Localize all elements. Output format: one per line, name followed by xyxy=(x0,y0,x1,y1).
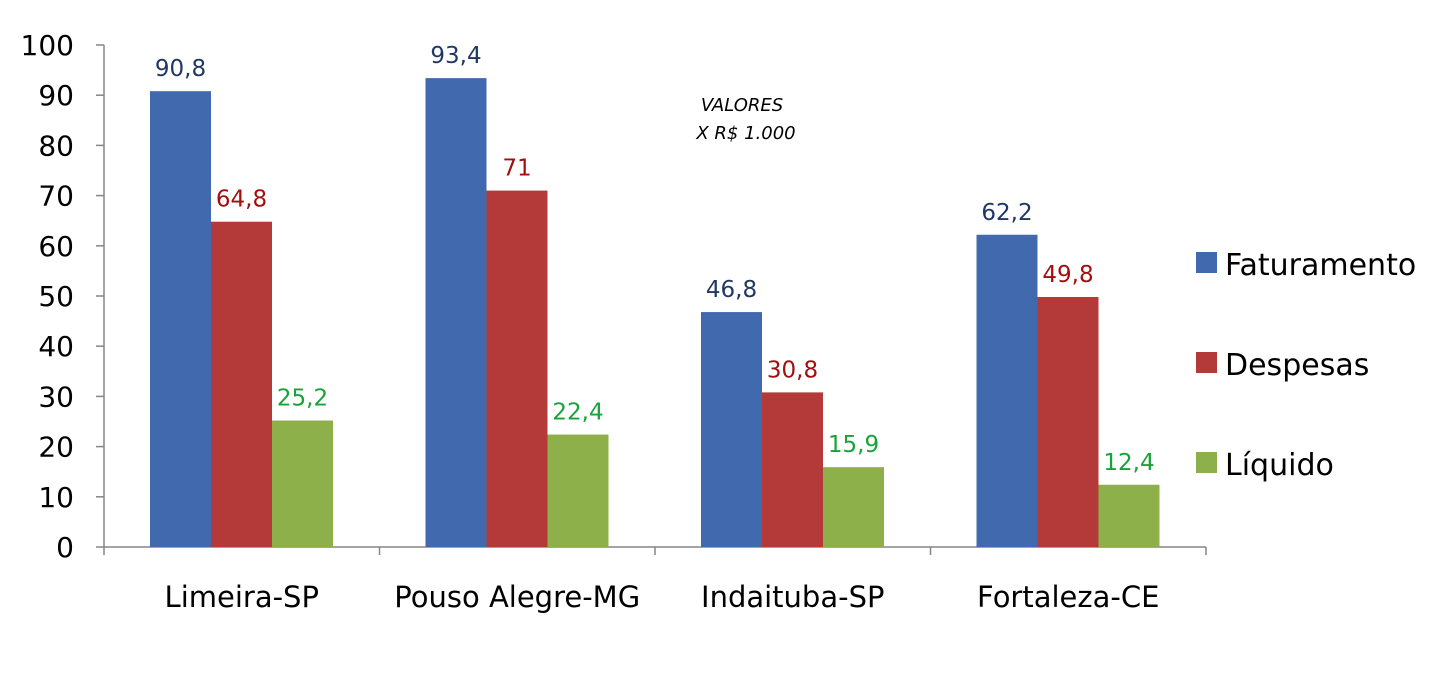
legend-swatch xyxy=(1196,352,1217,373)
data-label: 49,8 xyxy=(1042,262,1093,288)
data-label: 12,4 xyxy=(1103,450,1154,476)
category-label: Indaituba-SP xyxy=(701,580,884,614)
bar-faturamento-3 xyxy=(976,234,1038,548)
data-label: 93,4 xyxy=(430,43,481,69)
data-label: 90,8 xyxy=(155,56,206,82)
annotation-line-2: X R$ 1.000 xyxy=(695,123,795,144)
bar-faturamento-0 xyxy=(150,91,211,548)
data-label: 71 xyxy=(502,156,531,182)
y-tick-label: 60 xyxy=(38,230,74,263)
data-label: 22,4 xyxy=(552,400,603,426)
y-tick-label: 40 xyxy=(38,330,74,363)
category-label: Fortaleza-CE xyxy=(977,580,1159,614)
bar-despesas-2 xyxy=(762,392,823,547)
y-axis-ticks: 0 10 20 30 40 50 60 70 80 90 100 xyxy=(21,29,104,564)
legend-swatch xyxy=(1196,252,1217,273)
y-tick-label: 70 xyxy=(38,180,74,213)
bar-faturamento-1 xyxy=(425,78,487,548)
y-tick-label: 0 xyxy=(56,531,74,564)
category-label: Limeira-SP xyxy=(165,580,319,614)
bar-l-quido-2 xyxy=(823,467,884,547)
data-label: 62,2 xyxy=(981,200,1032,226)
y-tick-label: 20 xyxy=(38,431,74,464)
bar-l-quido-3 xyxy=(1098,484,1160,547)
y-tick-label: 30 xyxy=(38,380,74,413)
y-tick-label: 90 xyxy=(38,79,74,112)
bars xyxy=(150,78,1160,548)
legend-swatch xyxy=(1196,452,1217,473)
data-label: 30,8 xyxy=(767,357,818,383)
bar-despesas-0 xyxy=(211,221,272,548)
data-label: 15,9 xyxy=(828,432,879,458)
bar-despesas-1 xyxy=(486,190,548,547)
data-labels: 90,8 93,4 46,8 62,2 64,8 71 30,8 49,8 25,2 22,4 15… xyxy=(155,43,1155,476)
legend-label: Despesas xyxy=(1225,348,1369,383)
bar-despesas-3 xyxy=(1037,297,1099,547)
data-label: 46,8 xyxy=(706,277,757,303)
y-tick-label: 100 xyxy=(21,29,74,62)
y-tick-label: 50 xyxy=(38,280,74,313)
bar-faturamento-2 xyxy=(701,312,762,547)
category-labels: Limeira-SP Pouso Alegre-MG Indaituba-SP For… xyxy=(165,580,1160,614)
legend-label: Faturamento xyxy=(1225,248,1416,283)
y-tick-label: 10 xyxy=(38,481,74,514)
bar-l-quido-0 xyxy=(272,420,333,547)
legend-label: Líquido xyxy=(1225,448,1334,483)
data-label: 64,8 xyxy=(216,187,267,213)
annotation-line-1: VALORES xyxy=(701,95,783,116)
x-axis-ticks xyxy=(103,547,1207,555)
data-label: 25,2 xyxy=(277,385,328,411)
category-label: Pouso Alegre-MG xyxy=(394,580,640,614)
bar-l-quido-1 xyxy=(547,434,609,547)
y-tick-label: 80 xyxy=(38,129,74,162)
legend: Faturamento Despesas Líquido xyxy=(1196,248,1416,483)
